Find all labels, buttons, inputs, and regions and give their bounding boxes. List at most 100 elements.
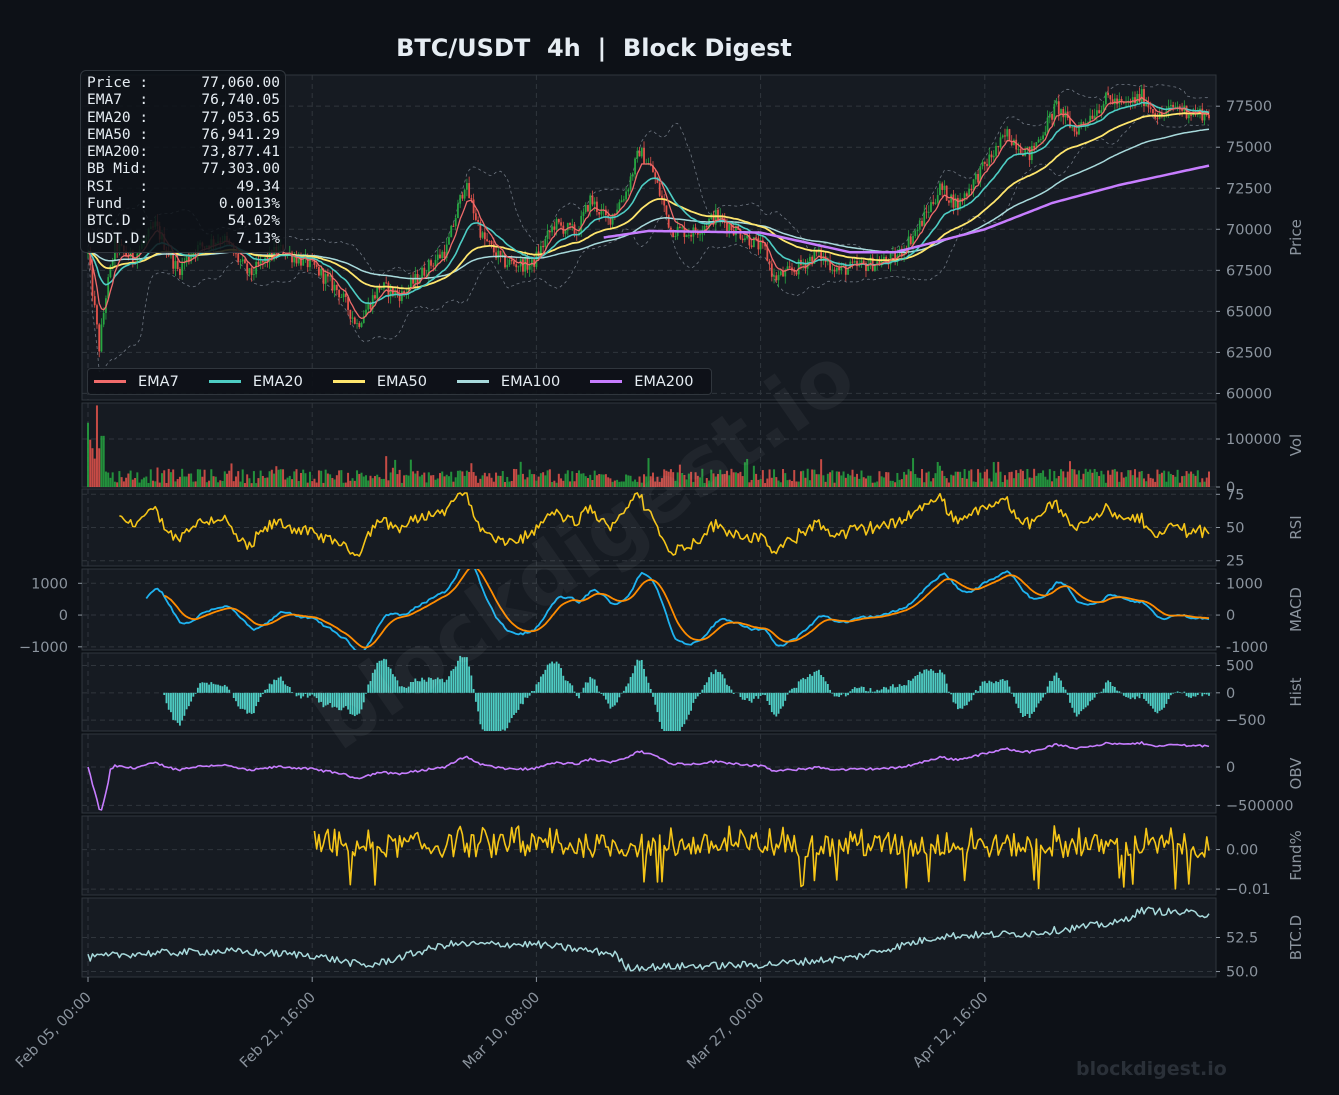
volume-bar — [1055, 478, 1058, 487]
volume-bar — [941, 470, 944, 487]
macd-line — [145, 569, 1210, 650]
volume-bar — [929, 481, 932, 487]
hist-bar — [436, 677, 439, 693]
volume-bar — [380, 478, 383, 487]
hist-bar — [1013, 692, 1015, 697]
hist-bar — [804, 679, 807, 693]
candle-body — [1035, 142, 1038, 149]
hist-bar — [591, 678, 594, 693]
volume-bar — [997, 461, 1000, 487]
volume-bar — [699, 477, 702, 487]
x-tick-label: Mar 27, 00:00 — [684, 990, 767, 1073]
volume-bar — [826, 473, 829, 487]
hist-bar — [268, 683, 271, 693]
volume-bar — [324, 469, 327, 487]
hist-bar — [430, 678, 432, 693]
candle-body — [1152, 109, 1154, 114]
hist-bar — [174, 692, 177, 721]
hist-bar — [829, 689, 832, 693]
candle-body — [952, 194, 955, 208]
hist-bar — [701, 689, 704, 693]
candle-body — [625, 191, 627, 200]
candle-body — [248, 268, 251, 274]
candle-body — [374, 295, 376, 299]
candle-body — [600, 209, 603, 215]
volume-bar — [925, 472, 928, 487]
hist-bar — [367, 684, 370, 693]
ema7-line — [87, 96, 1210, 320]
volume-bar — [974, 481, 977, 487]
volume-bar — [820, 459, 823, 487]
candle-body — [533, 259, 536, 267]
panel-obv — [81, 733, 1217, 814]
candle-body — [291, 252, 293, 263]
candle-body — [916, 229, 919, 232]
volume-bar — [1138, 471, 1141, 487]
volume-bar — [873, 482, 876, 487]
hist-bar — [376, 662, 379, 693]
hist-bar — [264, 689, 267, 693]
hist-bar — [392, 674, 394, 693]
hist-bar — [809, 674, 811, 693]
candle-body — [629, 176, 632, 190]
candle-body — [1136, 94, 1139, 103]
volume-bar — [829, 472, 832, 487]
candle-body — [988, 154, 991, 167]
hist-bar — [874, 691, 876, 693]
hist-bar — [1143, 692, 1145, 699]
hist-bar — [569, 683, 571, 693]
hist-bar — [744, 692, 746, 700]
volume-bar — [481, 475, 484, 487]
volume-bar — [389, 472, 392, 487]
volume-bar — [400, 482, 403, 487]
hist-bar — [750, 692, 753, 703]
hist-bar — [322, 692, 325, 708]
hist-bar — [833, 692, 836, 697]
hist-bar — [625, 686, 627, 693]
hist-bar — [596, 685, 598, 693]
candle-body — [539, 245, 542, 257]
x-tick-label: Apr 12, 16:00 — [910, 990, 991, 1071]
candle-body — [486, 239, 488, 242]
volume-bar — [824, 481, 827, 487]
y-axis-label: RSI — [1287, 515, 1305, 539]
hist-bar — [959, 692, 962, 709]
candle-body — [923, 211, 926, 226]
hist-bar — [1116, 690, 1118, 693]
candle-body — [672, 229, 675, 237]
candle-body — [1161, 113, 1163, 116]
candle-body — [941, 183, 944, 190]
volume-bar — [241, 469, 244, 487]
candle-body — [423, 267, 426, 276]
hist-bar — [459, 655, 462, 693]
hist-bar — [497, 692, 500, 731]
candle-body — [840, 265, 843, 271]
hist-bar — [374, 669, 376, 693]
hist-bar — [784, 692, 787, 701]
volume-bar — [983, 471, 986, 487]
candle-body — [546, 230, 549, 239]
candle-body — [98, 324, 101, 352]
hist-bar — [1006, 680, 1009, 693]
candle-body — [598, 211, 601, 215]
volume-bar — [721, 474, 724, 487]
volume-bar — [111, 472, 114, 487]
hist-bar — [259, 692, 262, 698]
hist-bar — [912, 678, 914, 693]
hist-bar — [546, 664, 549, 693]
hist-bar — [643, 668, 645, 693]
candle-body — [100, 324, 103, 352]
legend-label: EMA50 — [376, 373, 427, 390]
candle-body — [618, 202, 621, 210]
hist-bar — [515, 692, 518, 713]
hist-bar — [396, 680, 399, 693]
y-tick-label: −500000 — [1226, 798, 1294, 814]
candle-body — [454, 218, 457, 227]
volume-bar — [526, 477, 529, 487]
volume-bar — [580, 473, 583, 487]
hist-bar — [183, 692, 186, 716]
hist-bar — [820, 675, 823, 693]
candle-body — [1100, 110, 1103, 114]
candle-body — [443, 251, 446, 259]
volume-bar — [557, 473, 560, 487]
